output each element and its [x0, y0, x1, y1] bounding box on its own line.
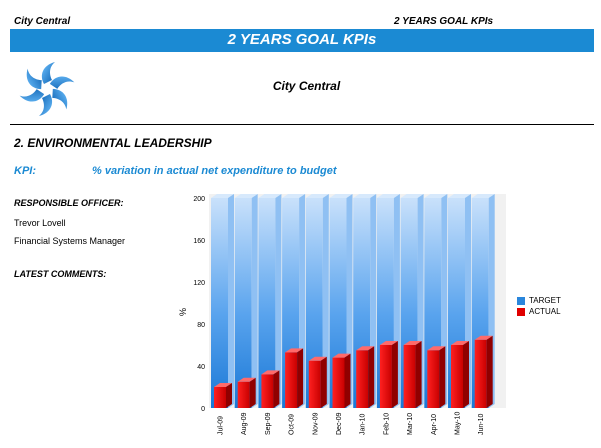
target-bar [234, 198, 252, 408]
actual-bar [261, 374, 274, 408]
actual-bar [379, 345, 392, 408]
actual-bar [427, 350, 440, 408]
kpi-label: KPI: [14, 165, 36, 177]
actual-bar-side [273, 370, 280, 408]
x-tick-label: Oct-09 [289, 414, 296, 435]
actual-bar [474, 339, 487, 408]
actual-bar [332, 357, 345, 408]
actual-bar [285, 352, 298, 408]
y-tick-label: 120 [193, 280, 205, 287]
actual-bar-side [463, 341, 469, 408]
y-axis-label: % [178, 308, 188, 316]
responsible-officer-label: RESPONSIBLE OFFICER: [14, 198, 124, 208]
latest-comments-label: LATEST COMMENTS: [14, 269, 107, 279]
header-report-title: 2 YEARS GOAL KPIs [394, 16, 494, 27]
target-bar-top [376, 194, 400, 198]
target-bar [258, 198, 276, 408]
legend-item-target: TARGET [517, 296, 561, 305]
x-tick-label: Sep-09 [265, 412, 272, 435]
officer-role: Financial Systems Manager [14, 236, 126, 246]
section-title: 2. ENVIRONMENTAL LEADERSHIP [14, 136, 212, 150]
target-bar-top [258, 194, 282, 198]
target-bar [211, 198, 228, 408]
actual-bar-side [297, 348, 304, 408]
actual-bar-side [249, 377, 256, 408]
organisation-name: City Central [272, 79, 341, 93]
actual-bar-side [344, 353, 351, 408]
x-tick-label: Jun-10 [478, 413, 485, 435]
header-org-name: City Central [14, 16, 71, 27]
actual-bar [451, 345, 463, 408]
target-bar [305, 198, 323, 408]
x-tick-label: Nov-09 [312, 412, 319, 435]
target-bar-top [353, 194, 377, 198]
divider [10, 124, 594, 125]
legend-swatch-target [517, 296, 525, 305]
target-bar-top [305, 194, 329, 198]
target-bar-side [322, 194, 329, 408]
actual-bar-side [486, 335, 493, 408]
actual-bar [308, 360, 321, 408]
legend-item-actual: ACTUAL [517, 307, 561, 316]
kpi-description: % variation in actual net expenditure to… [92, 165, 337, 177]
actual-bar-side [368, 346, 375, 408]
logo-icon [16, 58, 78, 120]
x-tick-label: Mar-10 [407, 413, 414, 435]
y-tick-label: 0 [201, 406, 205, 413]
target-bar-top [424, 194, 448, 198]
actual-bar-side [391, 341, 398, 408]
actual-bar [356, 350, 369, 408]
target-bar-top [234, 194, 258, 198]
actual-bar [403, 345, 416, 408]
target-bar-top [471, 194, 495, 198]
legend-label-actual: ACTUAL [529, 307, 561, 316]
title-banner: 2 YEARS GOAL KPIs [10, 29, 594, 52]
x-tick-label: Feb-10 [383, 413, 390, 435]
actual-bar-side [226, 383, 232, 408]
target-bar-top [282, 194, 306, 198]
x-tick-label: May-10 [455, 412, 462, 435]
x-tick-label: Dec-09 [336, 412, 343, 435]
actual-bar [214, 387, 226, 408]
target-bar-top [211, 194, 234, 198]
target-bar-top [400, 194, 424, 198]
officer-name: Trevor Lovell [14, 218, 66, 228]
target-bar-side [251, 194, 258, 408]
actual-bar-side [439, 346, 446, 408]
actual-bar-side [320, 356, 327, 408]
actual-bar [237, 381, 250, 408]
x-tick-label: Apr-10 [431, 414, 438, 435]
y-tick-label: 40 [197, 364, 205, 371]
actual-bar-side [415, 341, 422, 408]
target-bar-top [329, 194, 353, 198]
target-bar-top [448, 194, 471, 198]
y-tick-label: 160 [193, 238, 205, 245]
y-tick-label: 80 [197, 322, 205, 329]
legend-swatch-actual [517, 307, 525, 316]
x-tick-label: Jan-10 [360, 413, 367, 435]
legend-label-target: TARGET [529, 296, 561, 305]
y-tick-label: 200 [193, 196, 205, 203]
banner-title: 2 YEARS GOAL KPIs [227, 31, 377, 48]
x-tick-label: Jul-09 [218, 416, 225, 435]
target-bar-side [228, 194, 234, 408]
x-tick-label: Aug-09 [241, 412, 248, 435]
target-bar-side [275, 194, 282, 408]
